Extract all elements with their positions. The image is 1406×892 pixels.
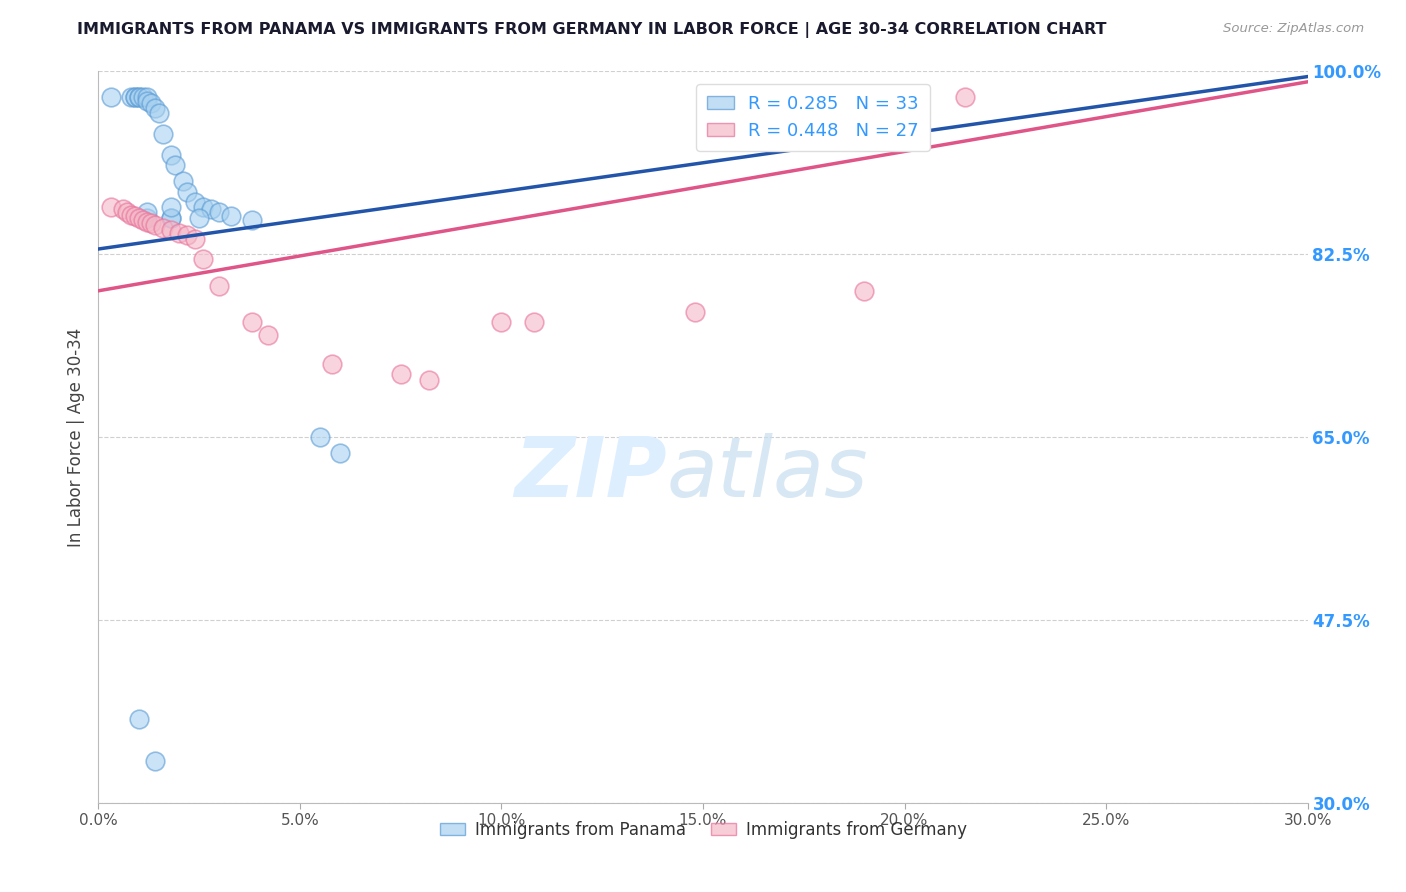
Point [139,216,162,230]
Point [135,215,157,229]
Point [221,209,243,223]
Point [135,211,157,225]
Point [128,712,150,726]
Point [167,227,190,241]
Point [953,90,976,104]
Point [160,211,183,225]
Point [100,90,122,104]
Point [160,211,183,225]
Point [256,327,278,342]
Text: ZIP: ZIP [515,434,666,514]
Point [160,223,183,237]
Text: IMMIGRANTS FROM PANAMA VS IMMIGRANTS FROM GERMANY IN LABOR FORCE | AGE 30-34 COR: IMMIGRANTS FROM PANAMA VS IMMIGRANTS FRO… [77,22,1107,38]
Point [135,94,157,108]
Point [329,446,352,460]
Point [143,218,166,232]
Point [208,278,231,293]
Point [135,205,157,219]
Point [128,211,150,225]
Point [152,221,174,235]
Point [115,205,138,219]
Legend: Immigrants from Panama, Immigrants from Germany: Immigrants from Panama, Immigrants from … [433,814,973,846]
Point [321,357,343,371]
Point [111,202,134,217]
Point [683,304,706,318]
Point [418,373,440,387]
Text: atlas: atlas [666,434,869,514]
Point [240,212,263,227]
Point [523,315,546,329]
Point [128,90,150,104]
Point [135,90,157,104]
Point [163,158,186,172]
Point [152,127,174,141]
Point [853,284,876,298]
Point [240,315,263,329]
Point [148,106,170,120]
Point [176,228,198,243]
Point [124,90,146,104]
Y-axis label: In Labor Force | Age 30-34: In Labor Force | Age 30-34 [66,327,84,547]
Point [128,90,150,104]
Point [143,101,166,115]
Point [491,315,513,329]
Point [139,95,162,110]
Point [100,200,122,214]
Text: Source: ZipAtlas.com: Source: ZipAtlas.com [1223,22,1364,36]
Point [193,252,215,267]
Point [184,231,207,245]
Point [176,185,198,199]
Point [143,754,166,768]
Point [120,207,142,221]
Point [188,211,211,225]
Point [124,90,146,104]
Point [124,209,146,223]
Point [389,368,412,382]
Point [160,200,183,214]
Point [132,90,155,104]
Point [172,174,194,188]
Point [193,200,215,214]
Point [120,90,142,104]
Point [200,202,222,217]
Point [309,430,332,444]
Point [184,194,207,209]
Point [132,212,155,227]
Point [208,205,231,219]
Point [160,148,183,162]
